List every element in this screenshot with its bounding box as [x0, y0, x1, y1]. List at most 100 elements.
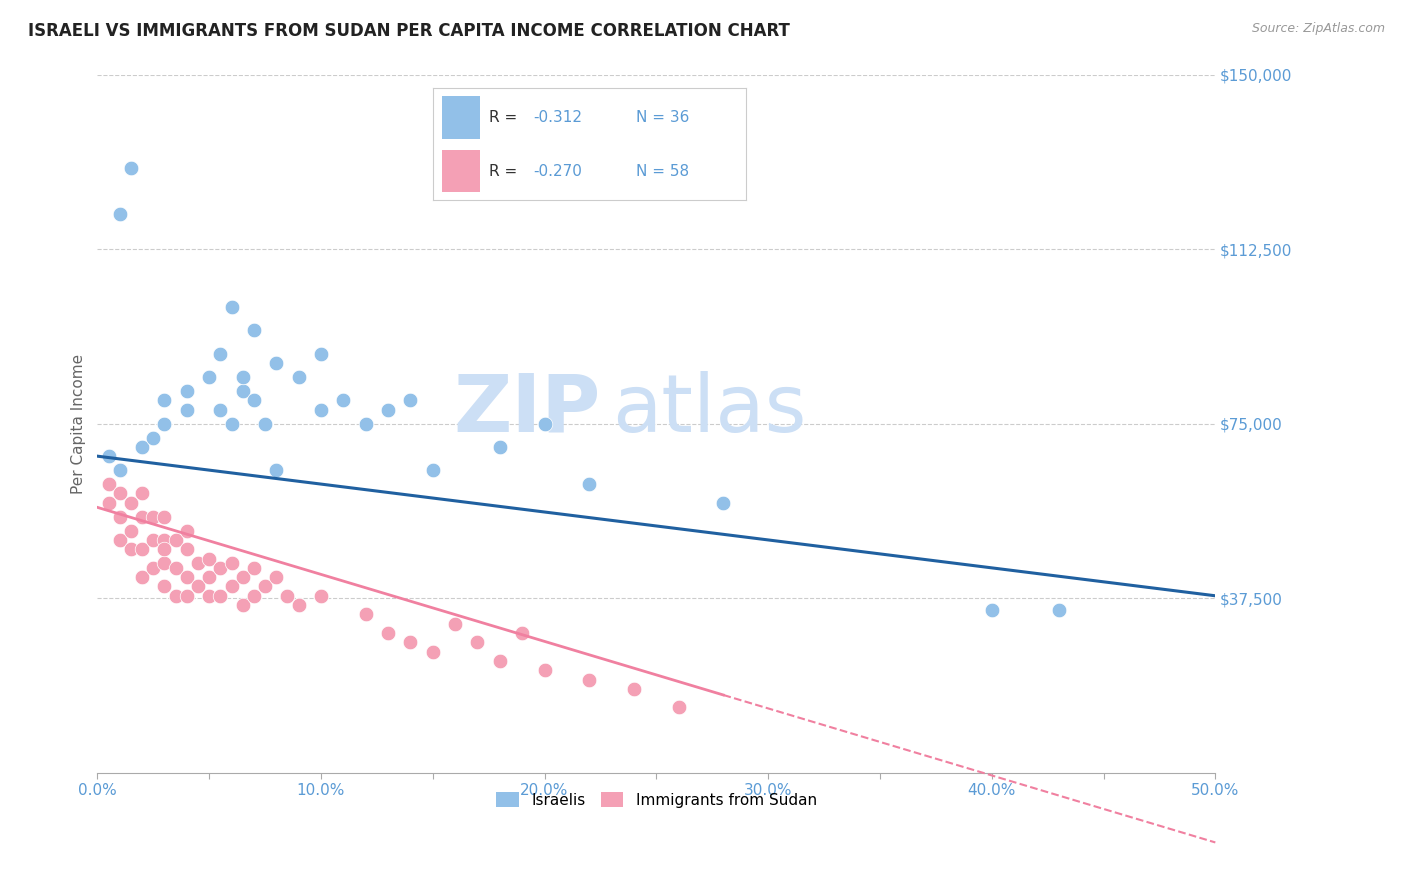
Point [108, 463, 131, 477]
Point [232, 570, 254, 584]
Point [377, 402, 399, 417]
Point [165, 589, 187, 603]
Point [165, 533, 187, 547]
Point [153, 417, 176, 431]
Point [153, 542, 176, 557]
Text: ISRAELI VS IMMIGRANTS FROM SUDAN PER CAPITA INCOME CORRELATION CHART: ISRAELI VS IMMIGRANTS FROM SUDAN PER CAP… [28, 22, 790, 40]
Point [142, 509, 165, 524]
Point [488, 440, 510, 454]
Point [108, 533, 131, 547]
Point [578, 673, 600, 687]
Point [108, 486, 131, 500]
Point [97, 449, 120, 463]
Point [276, 589, 298, 603]
Point [354, 417, 377, 431]
Point [488, 654, 510, 668]
Point [221, 556, 243, 570]
Point [309, 589, 332, 603]
Point [533, 663, 555, 677]
Point [221, 417, 243, 431]
Point [243, 393, 266, 408]
Point [165, 561, 187, 575]
Point [287, 598, 309, 612]
Point [243, 589, 266, 603]
Point [287, 370, 309, 384]
Point [254, 417, 277, 431]
Point [176, 570, 198, 584]
Point [108, 207, 131, 221]
Point [209, 589, 232, 603]
Point [533, 417, 555, 431]
Point [467, 635, 489, 649]
Point [153, 533, 176, 547]
Text: ZIP: ZIP [453, 370, 600, 449]
Legend: Israelis, Immigrants from Sudan: Israelis, Immigrants from Sudan [489, 786, 823, 814]
Point [97, 477, 120, 491]
Point [176, 524, 198, 538]
Point [198, 570, 221, 584]
Point [309, 402, 332, 417]
Point [131, 486, 153, 500]
Point [264, 356, 287, 370]
Point [444, 616, 467, 631]
Point [131, 570, 153, 584]
Point [510, 626, 533, 640]
Point [142, 533, 165, 547]
Point [131, 509, 153, 524]
Point [153, 556, 176, 570]
Point [422, 645, 444, 659]
Point [332, 393, 354, 408]
Point [221, 300, 243, 314]
Point [254, 579, 277, 593]
Point [120, 496, 142, 510]
Point [354, 607, 377, 622]
Point [176, 402, 198, 417]
Point [232, 598, 254, 612]
Point [623, 681, 645, 696]
Point [153, 509, 176, 524]
Point [668, 700, 690, 714]
Point [232, 384, 254, 398]
Point [176, 589, 198, 603]
Point [142, 431, 165, 445]
Point [422, 463, 444, 477]
Point [243, 561, 266, 575]
Point [209, 347, 232, 361]
Point [243, 324, 266, 338]
Point [120, 161, 142, 175]
Point [713, 496, 735, 510]
Point [131, 542, 153, 557]
Point [120, 524, 142, 538]
Point [264, 570, 287, 584]
Point [198, 589, 221, 603]
Point [309, 347, 332, 361]
Point [187, 556, 209, 570]
Point [399, 635, 422, 649]
Point [108, 509, 131, 524]
Y-axis label: Per Capita Income: Per Capita Income [72, 353, 86, 493]
Point [578, 477, 600, 491]
Point [399, 393, 422, 408]
Point [209, 402, 232, 417]
Point [176, 542, 198, 557]
Point [97, 496, 120, 510]
Point [142, 561, 165, 575]
Point [232, 370, 254, 384]
Point [176, 384, 198, 398]
Point [187, 579, 209, 593]
Point [108, 463, 131, 477]
Point [153, 579, 176, 593]
Point [1047, 603, 1070, 617]
Point [120, 542, 142, 557]
Text: Source: ZipAtlas.com: Source: ZipAtlas.com [1251, 22, 1385, 36]
Point [209, 561, 232, 575]
Point [980, 603, 1002, 617]
Point [198, 370, 221, 384]
Point [264, 463, 287, 477]
Point [153, 393, 176, 408]
Point [221, 579, 243, 593]
Text: atlas: atlas [612, 370, 806, 449]
Point [198, 551, 221, 566]
Point [377, 626, 399, 640]
Point [131, 440, 153, 454]
